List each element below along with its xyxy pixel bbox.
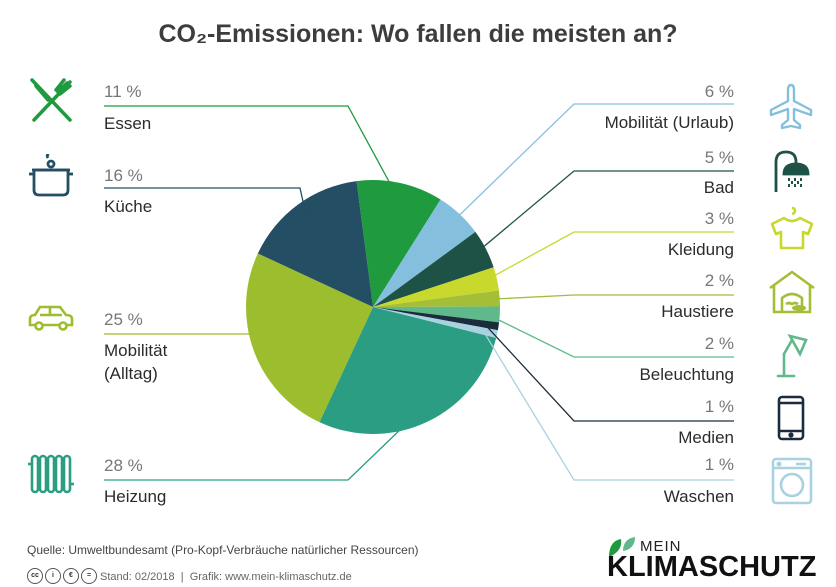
category-label-waschen: Waschen	[663, 487, 734, 506]
airplane-icon	[769, 83, 813, 130]
source-note: Quelle: Umweltbundesamt (Pro-Kopf-Verbrä…	[27, 543, 419, 557]
pct-label-waschen: 1 %	[704, 455, 734, 474]
cooking-pot-icon	[29, 154, 73, 197]
cc-nd-badge: =	[81, 568, 97, 584]
leader-line-essen	[104, 105, 398, 197]
smartphone-icon	[777, 395, 805, 441]
category-label-medien: Medien	[678, 428, 734, 447]
pct-label-haustiere: 2 %	[704, 271, 734, 290]
leader-line-beleuchtung	[485, 313, 734, 358]
leader-line-heizung	[104, 408, 423, 481]
pie-slice-küche	[257, 181, 373, 307]
doghouse-icon	[769, 270, 815, 314]
pie-slice-kleidung	[373, 267, 499, 307]
category-label-beleuchtung: Beleuchtung	[639, 365, 734, 384]
pie-slice-bad	[373, 231, 494, 307]
pie-slice-haustiere	[373, 290, 500, 307]
category-label-haustiere: Haustiere	[661, 302, 734, 321]
pie-slice-mobilität-urlaub	[373, 199, 476, 307]
logo-text-mein: MEIN	[640, 538, 682, 555]
chart-title: CO₂-Emissionen: Wo fallen die meisten an…	[158, 20, 678, 48]
category-label-mobilitaet-alltag-1: Mobilität	[104, 341, 168, 360]
pie-slice-essen	[356, 180, 441, 307]
pct-label-mobilitaet-alltag: 25 %	[104, 310, 143, 329]
category-label-kueche: Küche	[104, 197, 153, 216]
pct-label-urlaub: 6 %	[704, 82, 734, 101]
pct-label-essen: 11 %	[104, 82, 142, 101]
pct-label-beleuchtung: 2 %	[704, 334, 734, 353]
washing-machine-icon	[771, 457, 813, 505]
credits-line: Stand: 02/2018 | Grafik: www.mein-klimas…	[100, 571, 352, 583]
pie-slice-medien	[373, 307, 500, 331]
category-label-bad: Bad	[703, 178, 734, 197]
shower-icon	[774, 150, 810, 192]
cc-by-badge: i	[45, 568, 61, 584]
leaf-logo-icon	[609, 537, 635, 557]
pct-label-kleidung: 3 %	[704, 209, 734, 228]
desk-lamp-icon	[776, 334, 808, 378]
category-label-heizung: Heizung	[104, 487, 167, 506]
leader-line-küche	[104, 187, 307, 217]
leader-line-mobilität-alltag	[104, 333, 268, 347]
leader-line-kleidung	[482, 231, 734, 283]
pie-slice-waschen	[373, 307, 498, 339]
pie-slice-mobilität-alltag	[246, 253, 373, 423]
category-label-kleidung: Kleidung	[667, 240, 734, 259]
pct-label-bad: 5 %	[704, 148, 734, 167]
pct-label-heizung: 28 %	[104, 456, 143, 475]
leader-line-mobilität-urlaub	[449, 103, 734, 225]
car-icon	[28, 305, 74, 331]
cc-license-badges: cc i € =	[27, 568, 97, 584]
leader-line-medien	[484, 323, 734, 422]
leader-line-waschen	[482, 330, 734, 481]
tshirt-icon	[770, 206, 814, 250]
pct-label-medien: 1 %	[704, 397, 734, 416]
cutlery-icon	[30, 78, 72, 122]
cc-nc-badge: €	[63, 568, 79, 584]
pie-slice-heizung	[319, 307, 497, 435]
pie-slice-beleuchtung	[373, 306, 500, 323]
category-label-essen: Essen	[104, 114, 152, 133]
cc-badge: cc	[27, 568, 43, 584]
leader-line-bad	[473, 170, 734, 256]
category-label-mobilitaet-alltag-2: (Alltag)	[104, 364, 158, 383]
logo-text-klimaschutz: KLIMASCHUTZ	[607, 551, 817, 583]
leader-line-haustiere	[485, 294, 734, 301]
radiator-icon	[28, 454, 74, 494]
category-label-urlaub: Mobilität (Urlaub)	[604, 113, 734, 132]
pct-label-kueche: 16 %	[104, 166, 143, 185]
